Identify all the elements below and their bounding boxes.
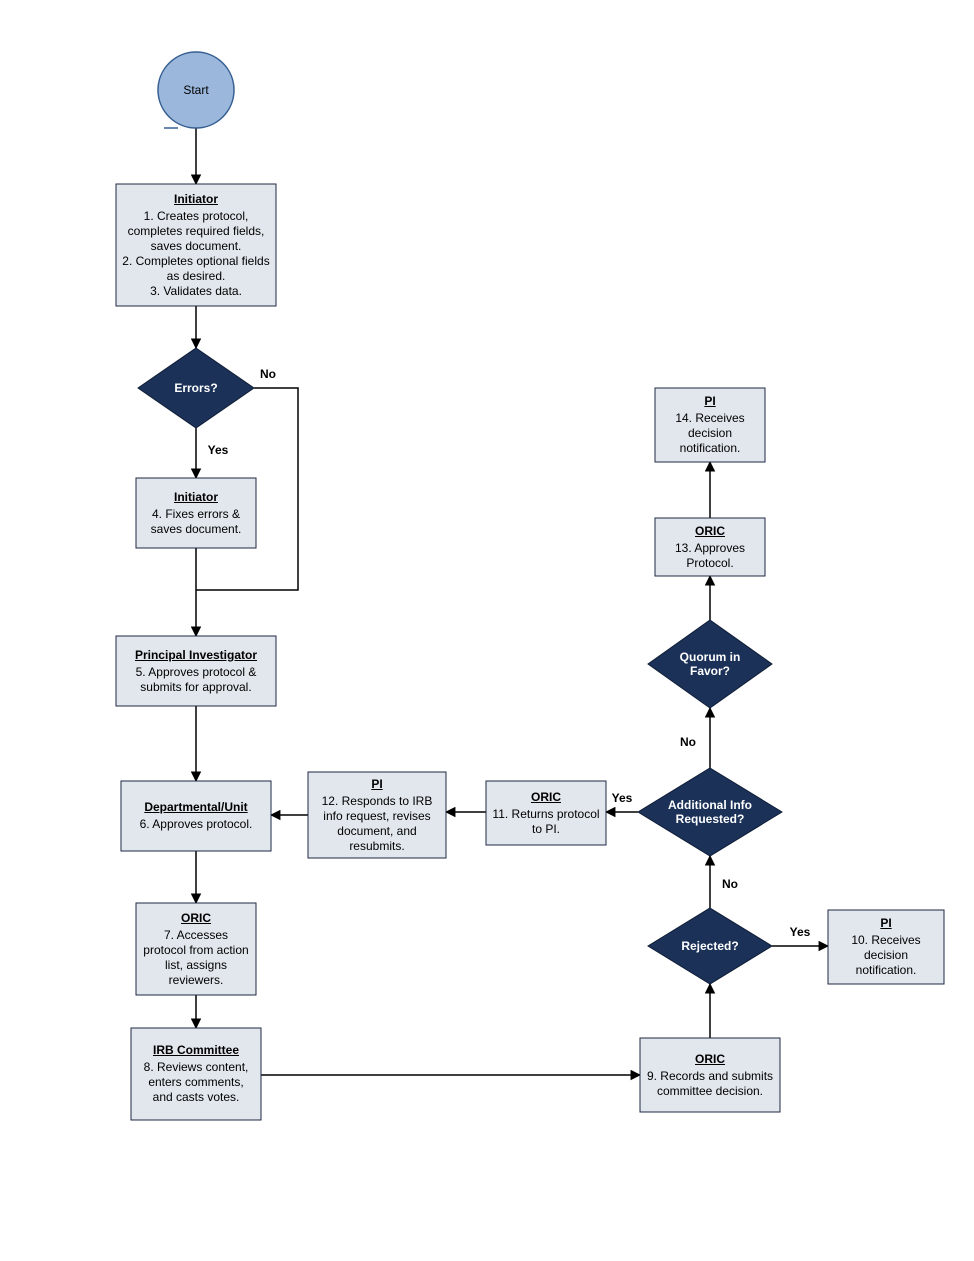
- e_d1_no-label: No: [260, 367, 276, 381]
- svg-text:Start: Start: [183, 83, 209, 97]
- n5: Principal Investigator5. Approves protoc…: [116, 636, 276, 706]
- e_d1_n4-label: Yes: [208, 443, 229, 457]
- e_d2_d3-label: No: [722, 877, 738, 891]
- e_d3_n11-label: Yes: [612, 791, 633, 805]
- n10: PI10. Receives decision notification.: [828, 910, 944, 984]
- n4: Initiator4. Fixes errors & saves documen…: [136, 478, 256, 548]
- n14: PI14. Receives decision notification.: [655, 388, 765, 462]
- n6: Departmental/Unit6. Approves protocol.: [121, 781, 271, 851]
- n8: IRB Committee8. Reviews content, enters …: [131, 1028, 261, 1120]
- e_d2_n10-label: Yes: [790, 925, 811, 939]
- n11: ORIC11. Returns protocol to PI.: [486, 781, 606, 845]
- e_d3_d4-label: No: [680, 735, 696, 749]
- flowchart-container: Yes No Yes No Yes No Start Initiator1. Creates …: [0, 0, 974, 1261]
- n1: Initiator1. Creates protocol, completes …: [116, 184, 276, 306]
- n9: ORIC9. Records and submits committee dec…: [640, 1038, 780, 1112]
- svg-text:Requested?: Requested?: [676, 812, 745, 826]
- flowchart-svg: Yes No Yes No Yes No Start Initiator1. Creates …: [0, 0, 974, 1261]
- svg-text:Additional Info: Additional Info: [668, 798, 752, 812]
- n7: ORIC7. Accesses protocol from action lis…: [136, 903, 256, 995]
- svg-text:Favor?: Favor?: [690, 664, 730, 678]
- n12: PI12. Responds to IRB info request, revi…: [308, 772, 446, 858]
- start-node: Start: [158, 52, 234, 128]
- n13: ORIC13. Approves Protocol.: [655, 518, 765, 576]
- svg-text:Errors?: Errors?: [174, 381, 217, 395]
- svg-text:Quorum in: Quorum in: [680, 650, 741, 664]
- svg-text:Rejected?: Rejected?: [681, 939, 738, 953]
